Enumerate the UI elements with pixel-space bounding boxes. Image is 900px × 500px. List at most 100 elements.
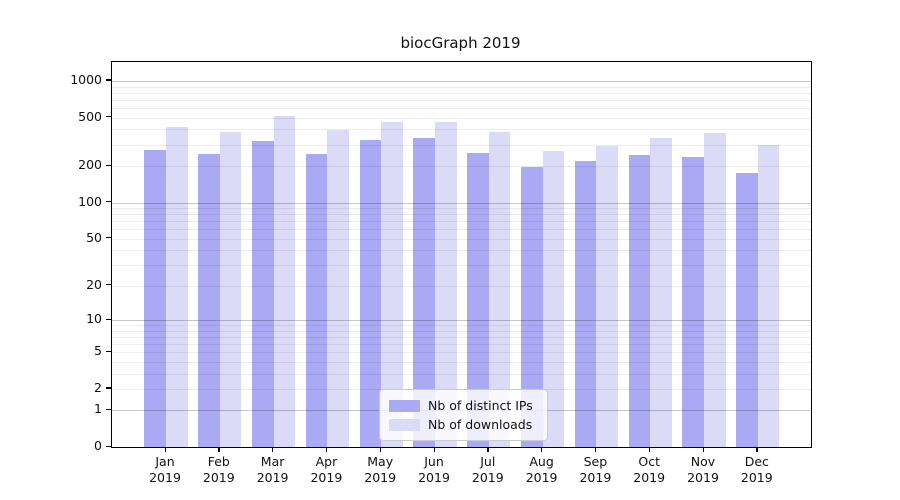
x-tick-mark <box>594 447 597 453</box>
bar-downloads-nov <box>704 132 726 447</box>
bar-downloads-aug <box>542 150 565 447</box>
x-tick-label-mar: Mar 2019 <box>256 454 289 485</box>
plot-area: Nb of distinct IPs Nb of downloads <box>111 61 812 448</box>
legend-label-distinct-ips: Nb of distinct IPs <box>428 398 533 413</box>
y-tick-label: 0 <box>94 438 102 453</box>
x-tick-mark <box>379 447 381 453</box>
x-tick-mark <box>218 447 220 453</box>
x-tick-mark <box>433 447 435 453</box>
gridline <box>112 202 811 204</box>
bar-distinct-ips-jun <box>413 138 435 447</box>
bar-downloads-mar <box>273 116 296 447</box>
chart-title: biocGraph 2019 <box>400 34 521 52</box>
y-tick-label: 200 <box>78 157 102 172</box>
y-tick-mark <box>106 318 111 320</box>
gridline <box>112 336 811 338</box>
gridline <box>112 99 811 101</box>
bar-distinct-ips-apr <box>305 154 328 447</box>
x-tick-label-apr: Apr 2019 <box>310 454 343 485</box>
y-tick-mark <box>106 79 111 81</box>
gridline <box>112 320 811 321</box>
y-tick-label: 20 <box>86 276 102 292</box>
gridline <box>112 330 811 332</box>
x-tick-mark <box>756 447 758 453</box>
y-tick-mark <box>106 116 111 118</box>
bar-downloads-apr <box>327 130 350 447</box>
bar-distinct-ips-sep <box>574 160 597 447</box>
gridline <box>112 129 811 131</box>
gridline <box>112 214 811 216</box>
bar-distinct-ips-may <box>359 140 382 447</box>
bar-downloads-jul <box>488 131 511 447</box>
x-tick-mark <box>541 447 543 453</box>
y-tick-mark <box>106 201 111 203</box>
bar-distinct-ips-nov <box>682 156 704 447</box>
y-tick-mark <box>106 408 111 411</box>
x-tick-mark <box>487 447 489 453</box>
gridline <box>112 361 811 363</box>
y-tick-mark <box>106 387 111 389</box>
y-tick-label: 1 <box>94 401 102 417</box>
legend-label-downloads: Nb of downloads <box>428 417 533 432</box>
y-tick-mark <box>106 237 111 239</box>
gridline <box>112 343 811 345</box>
bar-distinct-ips-jul <box>467 153 489 447</box>
y-tick-label: 2 <box>94 379 102 395</box>
y-tick-label: 1000 <box>70 71 102 87</box>
x-tick-label-may: May 2019 <box>364 454 397 485</box>
y-tick-label: 10 <box>86 311 102 326</box>
legend-item-downloads: Nb of downloads <box>380 417 547 432</box>
bar-distinct-ips-mar <box>251 141 274 447</box>
legend-swatch-downloads <box>389 418 420 431</box>
gridline <box>112 92 811 94</box>
y-tick-mark <box>106 284 111 286</box>
gridline <box>112 208 811 209</box>
gridline <box>112 352 811 354</box>
x-tick-label-oct: Oct 2019 <box>633 454 666 485</box>
bar-downloads-sep <box>596 145 619 447</box>
gridline <box>112 86 811 88</box>
gridline <box>112 325 811 326</box>
bar-downloads-jun <box>435 121 457 447</box>
gridline <box>112 229 811 231</box>
x-tick-label-dec: Dec 2019 <box>740 454 773 485</box>
x-tick-label-jul: Jul 2019 <box>471 454 504 485</box>
gridline <box>112 373 811 375</box>
bar-distinct-ips-oct <box>628 155 651 447</box>
gridline <box>112 144 811 146</box>
gridline <box>112 285 811 287</box>
gridline <box>112 166 811 167</box>
x-tick-label-feb: Feb 2019 <box>202 454 235 485</box>
x-tick-label-jun: Jun 2019 <box>418 454 450 485</box>
bar-downloads-may <box>381 121 403 447</box>
bar-downloads-feb <box>219 131 242 447</box>
bar-distinct-ips-feb <box>198 153 220 447</box>
x-tick-label-sep: Sep 2019 <box>579 454 612 485</box>
gridline <box>112 265 811 267</box>
bar-downloads-dec <box>757 145 780 447</box>
bar-distinct-ips-jan <box>144 150 166 447</box>
y-tick-label: 500 <box>78 108 102 124</box>
x-tick-label-nov: Nov 2019 <box>687 454 719 485</box>
x-tick-label-jan: Jan 2019 <box>149 454 181 485</box>
x-tick-mark <box>272 447 274 453</box>
legend: Nb of distinct IPs Nb of downloads <box>379 389 548 441</box>
gridline <box>112 117 811 119</box>
x-tick-mark <box>325 447 328 453</box>
gridline <box>112 238 811 240</box>
bar-downloads-jan <box>166 126 188 447</box>
gridline <box>112 80 811 82</box>
x-tick-mark <box>164 447 166 453</box>
bar-distinct-ips-dec <box>736 173 758 447</box>
y-tick-mark <box>106 445 111 447</box>
y-tick-mark <box>106 164 111 166</box>
x-tick-mark <box>702 447 704 453</box>
legend-item-distinct-ips: Nb of distinct IPs <box>380 398 547 413</box>
gridline <box>112 221 811 223</box>
y-tick-label: 100 <box>78 193 102 209</box>
x-tick-mark <box>648 447 650 453</box>
gridline <box>112 250 811 252</box>
bar-distinct-ips-aug <box>520 166 543 447</box>
gridline <box>112 108 811 109</box>
